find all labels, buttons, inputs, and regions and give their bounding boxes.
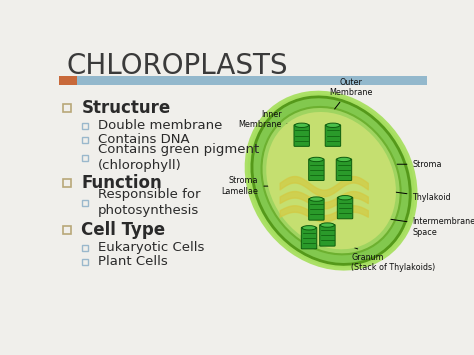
Text: Stroma
Lamellae: Stroma Lamellae: [221, 176, 279, 196]
Ellipse shape: [295, 123, 309, 127]
FancyBboxPatch shape: [336, 159, 352, 180]
Text: Intermembrane
Space: Intermembrane Space: [391, 217, 474, 237]
Text: Granum
(Stack of Thylakoids): Granum (Stack of Thylakoids): [341, 242, 436, 272]
Text: Contains DNA: Contains DNA: [98, 133, 190, 146]
Text: Responsible for
photosynthesis: Responsible for photosynthesis: [98, 188, 201, 217]
Text: Contains green pigment
(chlorophyll): Contains green pigment (chlorophyll): [98, 143, 259, 173]
FancyBboxPatch shape: [294, 125, 310, 146]
Text: Eukaryotic Cells: Eukaryotic Cells: [98, 241, 204, 254]
FancyBboxPatch shape: [309, 198, 324, 220]
Text: Function: Function: [82, 174, 162, 192]
Text: Plant Cells: Plant Cells: [98, 255, 168, 268]
Text: Stroma: Stroma: [397, 160, 442, 169]
Text: Structure: Structure: [82, 99, 171, 117]
Bar: [59, 76, 77, 85]
FancyBboxPatch shape: [301, 227, 317, 249]
Ellipse shape: [247, 93, 415, 268]
Bar: [77, 76, 427, 85]
Text: Outer
Membrane: Outer Membrane: [329, 78, 373, 109]
Ellipse shape: [262, 107, 401, 254]
FancyBboxPatch shape: [319, 224, 335, 246]
Ellipse shape: [310, 157, 323, 162]
Text: Double membrane: Double membrane: [98, 120, 222, 132]
Text: Inner
Membrane: Inner Membrane: [238, 110, 299, 129]
Ellipse shape: [302, 226, 316, 230]
Ellipse shape: [338, 196, 352, 200]
Ellipse shape: [252, 97, 410, 264]
Text: Cell Type: Cell Type: [82, 221, 165, 239]
FancyBboxPatch shape: [309, 159, 324, 180]
Ellipse shape: [337, 157, 351, 162]
Text: Thylakoid: Thylakoid: [394, 192, 451, 202]
Ellipse shape: [266, 112, 396, 249]
Ellipse shape: [310, 197, 323, 201]
Ellipse shape: [320, 223, 334, 227]
Text: CHLOROPLASTS: CHLOROPLASTS: [66, 52, 288, 80]
FancyBboxPatch shape: [325, 125, 341, 146]
Ellipse shape: [326, 123, 340, 127]
FancyBboxPatch shape: [337, 197, 353, 219]
